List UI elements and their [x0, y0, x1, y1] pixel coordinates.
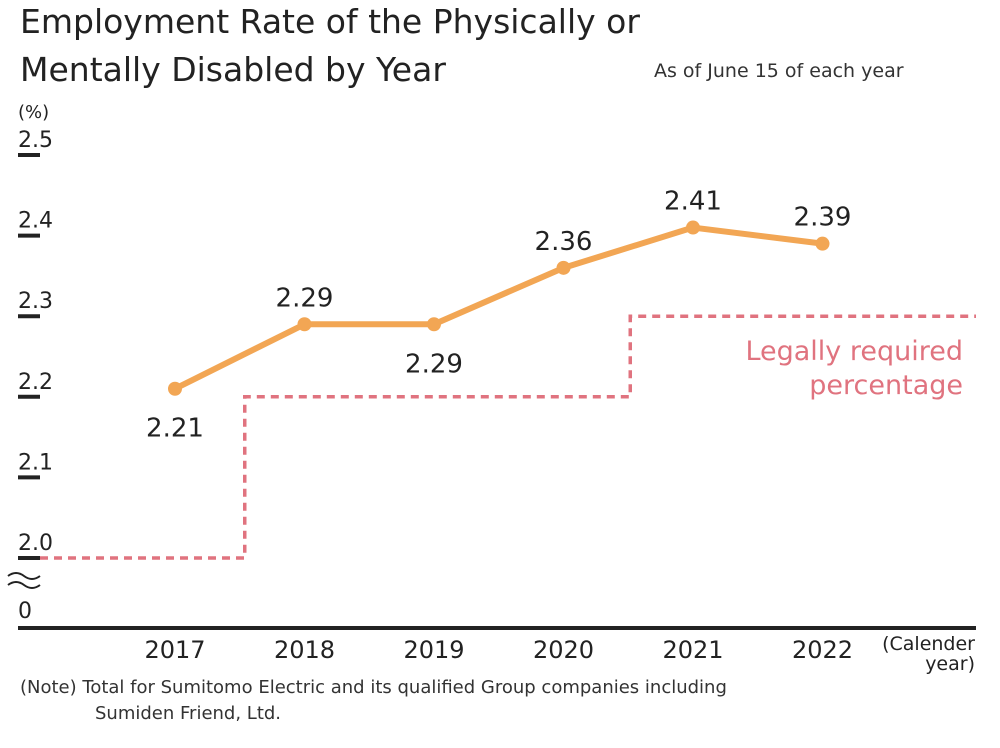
- data-label: 2.36: [535, 227, 593, 257]
- y-tick-label: 2.1: [18, 450, 53, 475]
- legal-required-label-line2: percentage: [809, 370, 963, 401]
- axis-break-icon: [7, 581, 41, 589]
- chart-title-line1: Employment Rate of the Physically or: [20, 2, 640, 41]
- chart-subtitle: As of June 15 of each year: [654, 60, 904, 82]
- legal-required-line: [40, 314, 976, 560]
- x-tick-label: 2017: [144, 636, 205, 664]
- x-tick-label: 2022: [792, 636, 853, 664]
- data-point: [168, 381, 182, 396]
- series-line: [173, 224, 823, 392]
- x-axis-label-line2: year): [925, 653, 975, 675]
- axis-break-icon: [7, 572, 41, 580]
- y-tick-label: 2.3: [18, 289, 53, 314]
- data-point: [686, 220, 700, 235]
- y-tick-label: 2.0: [18, 531, 53, 556]
- y-tick-label: 2.4: [18, 209, 53, 234]
- y-tick-label: 2.5: [18, 128, 53, 153]
- y-tick-label: 2.2: [18, 370, 53, 395]
- chart-plot: 2.0 2.1 2.2 2.3 2.4 2.5 (%) 0 2017 2018 2019 2020 20…: [7, 102, 976, 675]
- note-line1: (Note) Total for Sumitomo Electric and i…: [20, 677, 727, 698]
- x-axis-label-line1: (Calender: [882, 633, 975, 655]
- x-tick-label: 2020: [533, 636, 594, 664]
- x-tick-label: 2019: [403, 636, 464, 664]
- data-label: 2.29: [276, 283, 334, 313]
- data-point: [556, 260, 571, 275]
- data-label: 2.21: [146, 414, 204, 444]
- data-point: [815, 236, 830, 251]
- note-line2: Sumiden Friend, Ltd.: [95, 703, 282, 724]
- y-axis-unit-label: (%): [18, 102, 49, 123]
- chart-title-line2: Mentally Disabled by Year: [20, 50, 446, 89]
- data-label: 2.41: [664, 187, 722, 217]
- data-point: [297, 317, 312, 332]
- x-tick-label: 2018: [274, 636, 335, 664]
- data-point: [427, 317, 441, 332]
- x-tick-label: 2021: [662, 636, 723, 664]
- data-label: 2.39: [794, 203, 852, 233]
- legal-required-label-line1: Legally required: [745, 336, 963, 367]
- y-zero-label: 0: [18, 599, 32, 624]
- data-label: 2.29: [405, 349, 463, 379]
